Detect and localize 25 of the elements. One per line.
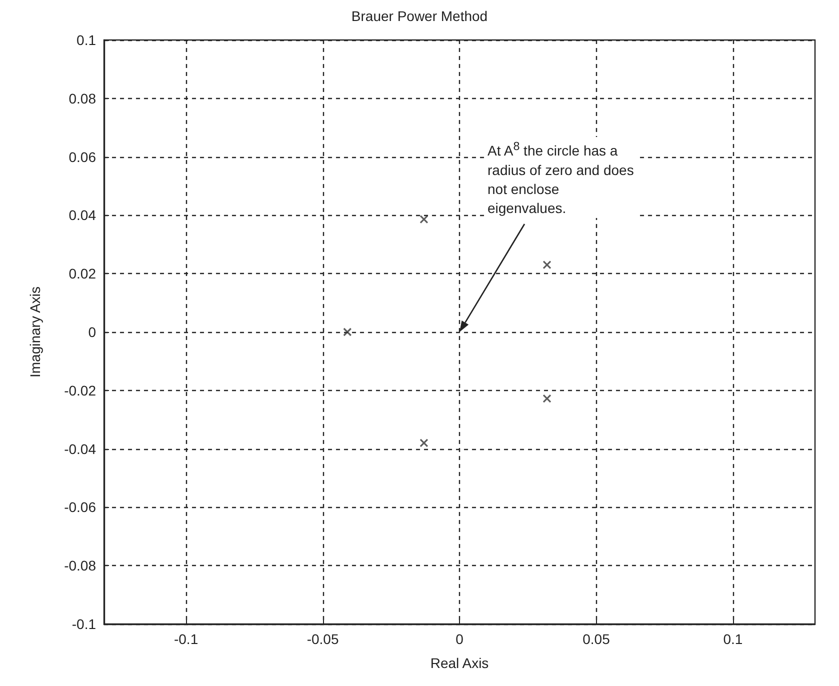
annotation: At A$^{8}$ the circle has a radius of zero and does not enclose eigenvalues. [488, 137, 638, 218]
y-tick-label: 0.02 [68, 266, 96, 282]
point [542, 394, 552, 403]
x-axis-title: Real Axis [430, 655, 489, 671]
y-tick-label: 0 [88, 324, 96, 340]
x-tick-label: -0.05 [306, 631, 339, 647]
x-tick-label: 0 [456, 631, 464, 647]
y-tick-label: 0.08 [68, 90, 96, 106]
y-tick-label: 0.06 [68, 148, 96, 165]
y-tick-label: -0.02 [64, 382, 96, 398]
y-tick-label: -0.1 [72, 616, 96, 632]
point [343, 328, 352, 336]
point [542, 260, 552, 270]
point [420, 214, 428, 224]
x-tick-label: 0.05 [582, 631, 610, 647]
y-tick-label: -0.06 [64, 499, 96, 516]
x-tick-label: 0.1 [723, 631, 743, 647]
y-tick-label: -0.08 [64, 558, 96, 574]
chart-title: Brauer Power Method [351, 8, 488, 24]
y-axis-title: Imaginary Axis [27, 286, 43, 378]
x-tick-label: -0.1 [174, 631, 198, 647]
y-tick-label: 0.1 [76, 32, 96, 48]
y-tick-label: 0.04 [68, 207, 96, 224]
point [420, 438, 428, 448]
y-tick-label: -0.04 [64, 440, 96, 457]
